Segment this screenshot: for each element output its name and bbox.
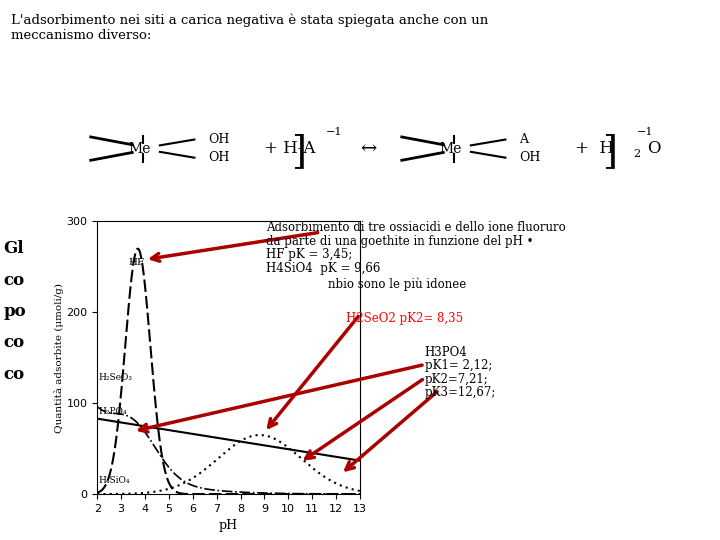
Text: co: co xyxy=(4,366,24,382)
Text: pK2=7,21;: pK2=7,21; xyxy=(425,373,489,386)
Text: H₂SeO₃: H₂SeO₃ xyxy=(99,373,132,382)
Text: −1: −1 xyxy=(636,127,653,137)
Text: nbio sono le più idonee: nbio sono le più idonee xyxy=(328,277,466,291)
Text: da parte di una goethite in funzione del pH •: da parte di una goethite in funzione del… xyxy=(266,235,534,248)
X-axis label: pH: pH xyxy=(219,519,238,532)
Text: Me: Me xyxy=(128,141,150,156)
Text: −1: −1 xyxy=(325,127,342,137)
Text: H3PO4: H3PO4 xyxy=(425,346,467,359)
Text: OH: OH xyxy=(519,151,541,164)
Text: HF: HF xyxy=(128,258,145,267)
Text: +  H: + H xyxy=(575,140,613,157)
Text: Gl: Gl xyxy=(4,240,24,257)
Text: co: co xyxy=(4,334,24,351)
Text: O: O xyxy=(647,140,661,157)
Text: H₂PO₄: H₂PO₄ xyxy=(99,407,127,416)
Text: HF pK = 3,45;: HF pK = 3,45; xyxy=(266,248,353,261)
Text: ]: ] xyxy=(291,133,306,170)
Text: L'adsorbimento nei siti a carica negativa è stata spiegata anche con un
meccanis: L'adsorbimento nei siti a carica negativ… xyxy=(11,14,488,42)
Text: H4SiO4  pK = 9,66: H4SiO4 pK = 9,66 xyxy=(266,262,381,275)
Text: A: A xyxy=(519,133,528,146)
Text: H2SeO2 pK2= 8,35: H2SeO2 pK2= 8,35 xyxy=(346,312,463,325)
Text: pK3=12,67;: pK3=12,67; xyxy=(425,386,496,399)
Text: Me: Me xyxy=(439,141,462,156)
Text: + H-A: + H-A xyxy=(264,140,315,157)
Text: pK1= 2,12;: pK1= 2,12; xyxy=(425,359,492,372)
Text: po: po xyxy=(4,303,26,320)
Text: ↔: ↔ xyxy=(360,140,377,158)
Text: OH: OH xyxy=(208,151,230,164)
Text: H₄SiO₄: H₄SiO₄ xyxy=(99,476,130,485)
Text: OH: OH xyxy=(208,133,230,146)
Text: Adsorbimento di tre ossiacidi e dello ione fluoruro: Adsorbimento di tre ossiacidi e dello io… xyxy=(266,221,566,234)
Text: co: co xyxy=(4,272,24,288)
Y-axis label: Quantità adsorbite (μmoli/g): Quantità adsorbite (μmoli/g) xyxy=(54,283,63,433)
Text: 2: 2 xyxy=(634,149,640,159)
Text: ]: ] xyxy=(602,133,617,170)
